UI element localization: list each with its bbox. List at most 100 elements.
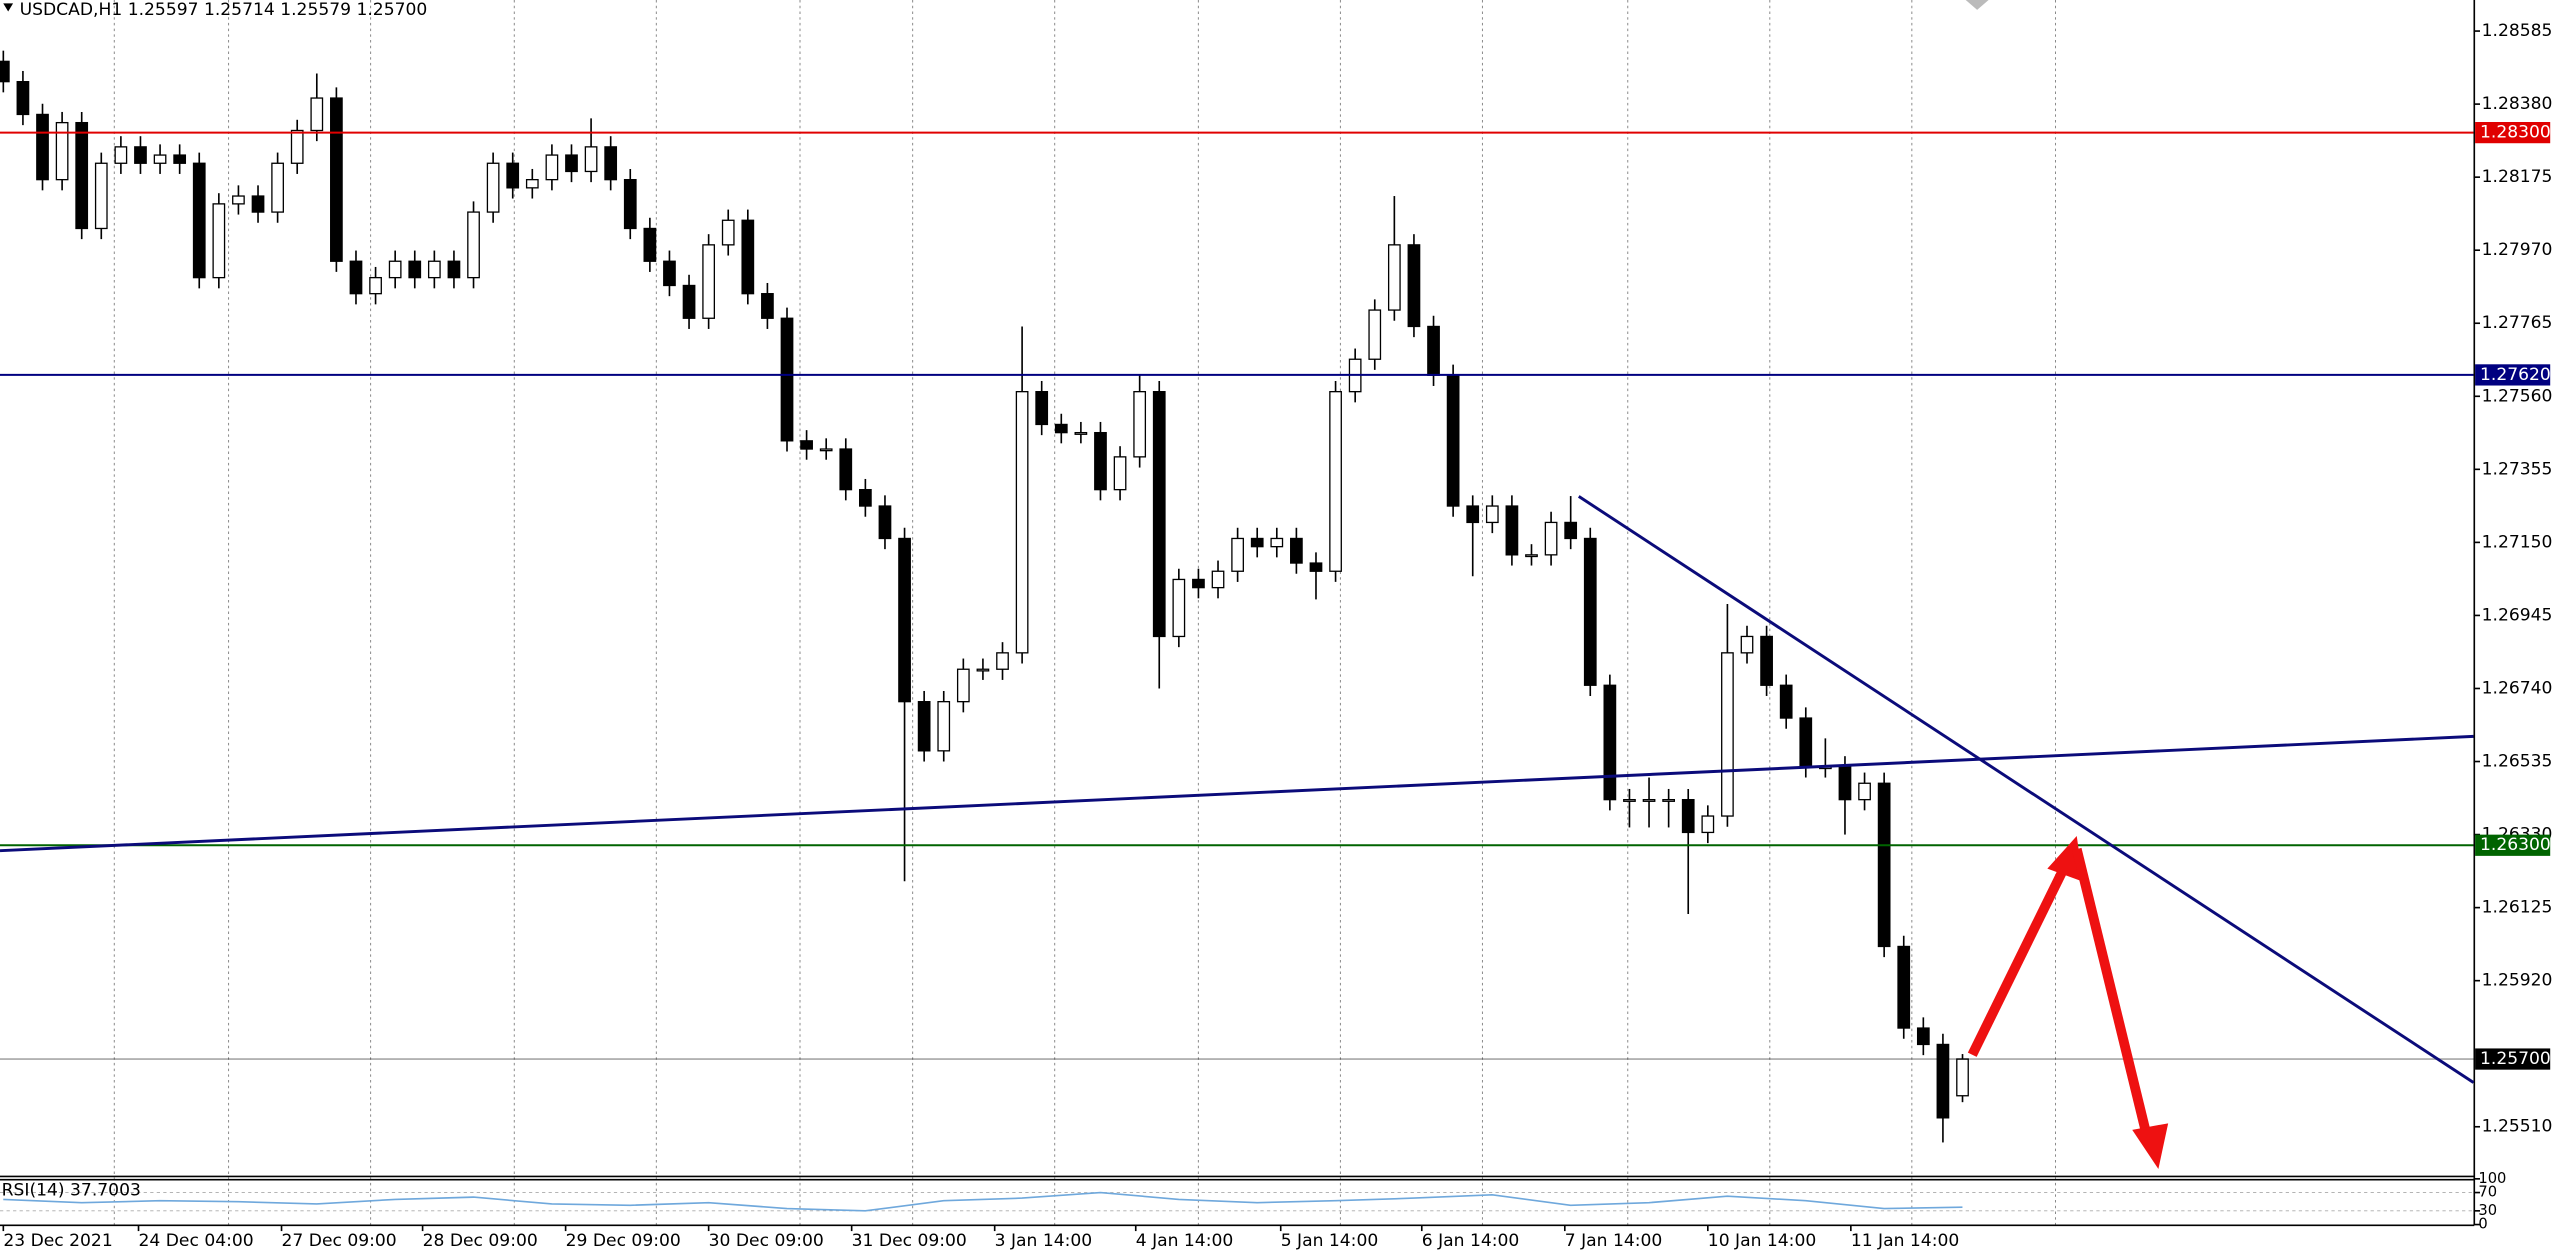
candle-body [1701, 815, 1715, 834]
candle-body [1662, 798, 1676, 802]
price-label: 1.25700 [2480, 1049, 2551, 1069]
candle-body [1623, 798, 1636, 802]
y-tick-label: 1.28175 [2482, 167, 2553, 187]
candle-body [819, 448, 833, 452]
candle-body [75, 121, 89, 230]
candle-body [545, 154, 559, 181]
y-tick-label: 70 [2478, 1184, 2497, 1201]
price-label: 1.27620 [2480, 365, 2551, 385]
chart-title: USDCAD,H1 1.25597 1.25714 1.25579 1.2570… [20, 0, 428, 20]
candle-body [1897, 945, 1911, 1029]
indicator-title: RSI(14) 37.7003 [2, 1180, 141, 1200]
panel-frames [0, 0, 2476, 1227]
x-tick-label: 24 Dec 04:00 [139, 1231, 254, 1251]
candle-body [310, 97, 324, 132]
candle-body [525, 178, 539, 189]
candle-body [369, 276, 382, 295]
candle-body [761, 293, 774, 319]
shift-marker [1965, 0, 1989, 10]
candle-body [447, 260, 461, 279]
candle-body [1721, 652, 1734, 817]
candle-body [1074, 431, 1088, 435]
candle-body [1485, 505, 1499, 524]
period-separators [113, 0, 2056, 1225]
candle-body [702, 244, 716, 319]
candle-body [937, 701, 951, 752]
candle-body [1172, 578, 1186, 638]
y-tick-label: 1.27765 [2482, 313, 2553, 333]
price-label-bg [2475, 1048, 2551, 1070]
candle-body [1250, 537, 1264, 548]
candle-body [878, 505, 892, 540]
y-tick-label: 1.27560 [2482, 386, 2553, 406]
candle-body [1387, 244, 1401, 311]
candle-body [859, 488, 872, 507]
candle-body [94, 162, 108, 230]
y-tick-label: 1.28585 [2482, 21, 2553, 41]
candle-body [800, 440, 813, 450]
candle-body [1603, 684, 1617, 801]
candle-body [1427, 325, 1440, 376]
candle-body [741, 219, 755, 295]
candle-body [1642, 798, 1656, 802]
candle-body [153, 154, 167, 164]
y-tick-label: 100 [2478, 1170, 2506, 1187]
trendline [1577, 495, 2475, 1084]
candle-body [1936, 1043, 1950, 1119]
candle-body [16, 81, 30, 116]
candle-body [604, 146, 618, 181]
y-tick-label: 1.27355 [2482, 459, 2553, 479]
candle-body [1740, 635, 1754, 654]
y-tick-label: 1.25920 [2482, 971, 2553, 991]
y-tick-label: 0 [2478, 1216, 2487, 1233]
y-tick-label: 30 [2478, 1202, 2497, 1219]
price-label-bg [2475, 834, 2551, 856]
menu-icon [3, 3, 14, 12]
x-tick-label: 23 Dec 2021 [3, 1231, 112, 1251]
price-label-bg [2475, 122, 2551, 144]
candle-body [565, 154, 578, 173]
candle-body [584, 146, 598, 173]
candle-body [1583, 537, 1597, 686]
candle-body [1407, 244, 1421, 328]
candle-body [1779, 684, 1793, 719]
candle-body [1505, 505, 1519, 556]
candle-body [996, 652, 1009, 670]
candle-body [1290, 537, 1303, 564]
candle-body [1035, 391, 1049, 426]
candle-body [134, 146, 147, 164]
candle-body [1309, 562, 1323, 572]
candle-body [839, 448, 853, 491]
candle-body [1329, 391, 1342, 572]
candle-body [467, 211, 480, 279]
candle-body [330, 97, 343, 262]
x-tick-label: 27 Dec 09:00 [282, 1231, 397, 1251]
candle-body [1231, 537, 1244, 572]
candle-body [1015, 391, 1029, 654]
candle-body [486, 162, 500, 213]
candle-body [1094, 431, 1107, 491]
candle-body [1466, 505, 1480, 524]
price-label-bg [2475, 364, 2551, 386]
y-tick-label: 1.26740 [2482, 678, 2553, 698]
arrow [2071, 847, 2152, 1138]
candle-body [408, 260, 422, 279]
candle-body [1544, 521, 1558, 556]
candle-body [290, 129, 304, 164]
x-tick-label: 29 Dec 09:00 [566, 1231, 681, 1251]
candle-body [251, 195, 265, 213]
candle-body [55, 121, 69, 181]
arrow-head [2047, 835, 2084, 882]
candle-body [1956, 1058, 1969, 1097]
candle-body [192, 162, 206, 279]
x-tick-label: 7 Jan 14:00 [1565, 1231, 1663, 1251]
candle-body [780, 317, 794, 442]
candle-body [1858, 782, 1871, 801]
x-tick-label: 11 Jan 14:00 [1851, 1231, 1959, 1251]
candle-body [388, 260, 402, 279]
x-tick-label: 28 Dec 09:00 [423, 1231, 538, 1251]
candle-body [271, 162, 284, 213]
candle-body [114, 146, 128, 164]
candle-body [173, 154, 187, 164]
